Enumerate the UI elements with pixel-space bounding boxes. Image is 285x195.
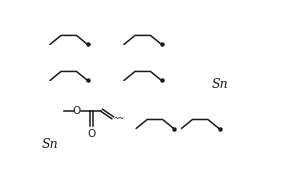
Text: Sn: Sn bbox=[41, 138, 58, 151]
Text: ~~: ~~ bbox=[113, 114, 124, 124]
Text: Sn: Sn bbox=[211, 78, 228, 91]
Text: O: O bbox=[72, 106, 80, 116]
Text: O: O bbox=[87, 129, 95, 139]
